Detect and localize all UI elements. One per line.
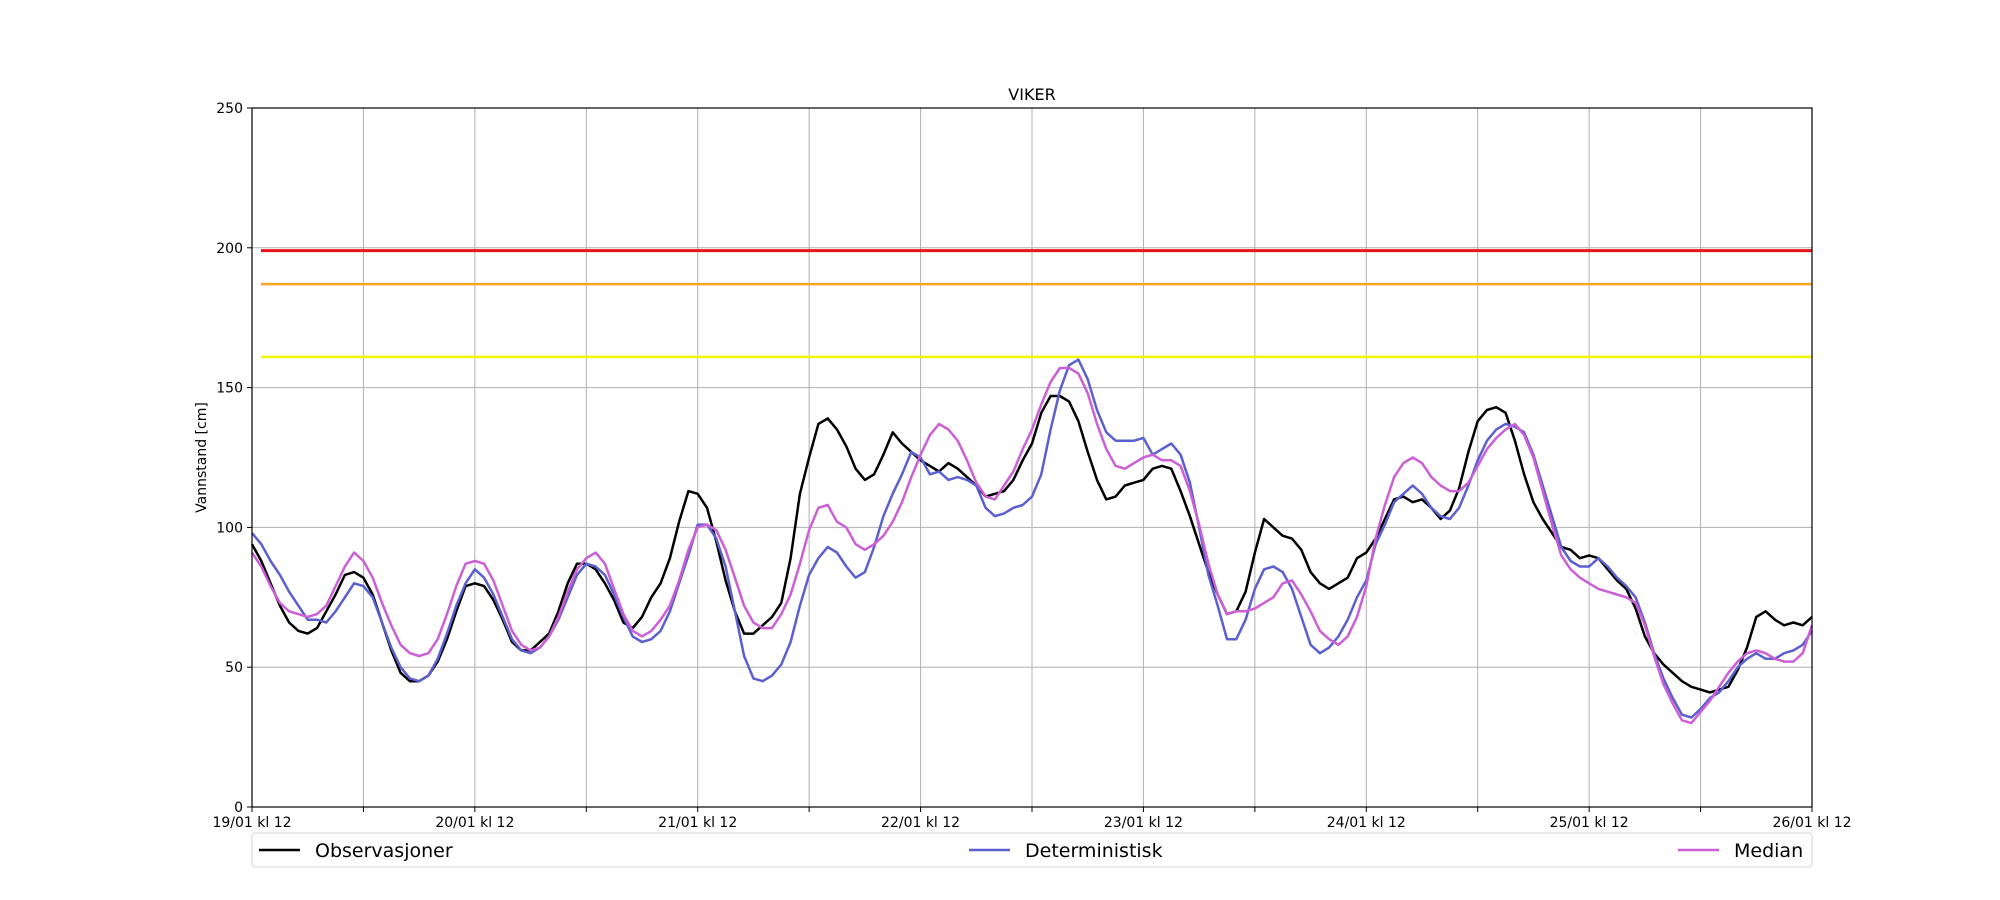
axis-ticks: 19/01 kl 12 20/01 kl 12 21/01 kl 12 22/01 k… bbox=[212, 101, 1851, 831]
legend-box bbox=[251, 832, 1813, 868]
chart-title: VIKER bbox=[1008, 85, 1055, 104]
grid-lines bbox=[251, 107, 1813, 808]
legend-label: Median bbox=[1734, 840, 1803, 862]
threshold-lines bbox=[261, 249, 1812, 359]
series-line-deterministisk bbox=[251, 358, 1814, 719]
x-tick-label: 21/01 kl 12 bbox=[658, 815, 737, 831]
x-tick-label: 20/01 kl 12 bbox=[435, 815, 514, 831]
legend-label: Deterministisk bbox=[1025, 840, 1163, 862]
y-axis-label: Vannstand [cm] bbox=[194, 402, 210, 513]
series-line-median bbox=[250, 366, 1814, 725]
x-tick-label: 26/01 kl 12 bbox=[1772, 815, 1851, 831]
series-lines bbox=[250, 358, 1814, 725]
legend-label: Observasjoner bbox=[315, 840, 453, 862]
x-tick-label: 23/01 kl 12 bbox=[1104, 815, 1183, 831]
x-tick-label: 22/01 kl 12 bbox=[881, 815, 960, 831]
series-line-observasjoner bbox=[250, 394, 1813, 694]
y-tick-label: 250 bbox=[216, 101, 243, 117]
x-tick-label: 25/01 kl 12 bbox=[1550, 815, 1629, 831]
y-tick-label: 50 bbox=[225, 660, 243, 676]
legend: Observasjoner Deterministisk Median bbox=[251, 832, 1813, 868]
y-tick-label: 0 bbox=[234, 800, 243, 816]
y-tick-label: 100 bbox=[216, 520, 243, 536]
y-tick-label: 150 bbox=[216, 381, 243, 397]
y-tick-label: 200 bbox=[216, 241, 243, 257]
x-tick-label: 24/01 kl 12 bbox=[1327, 815, 1406, 831]
x-tick-label: 19/01 kl 12 bbox=[212, 815, 291, 831]
